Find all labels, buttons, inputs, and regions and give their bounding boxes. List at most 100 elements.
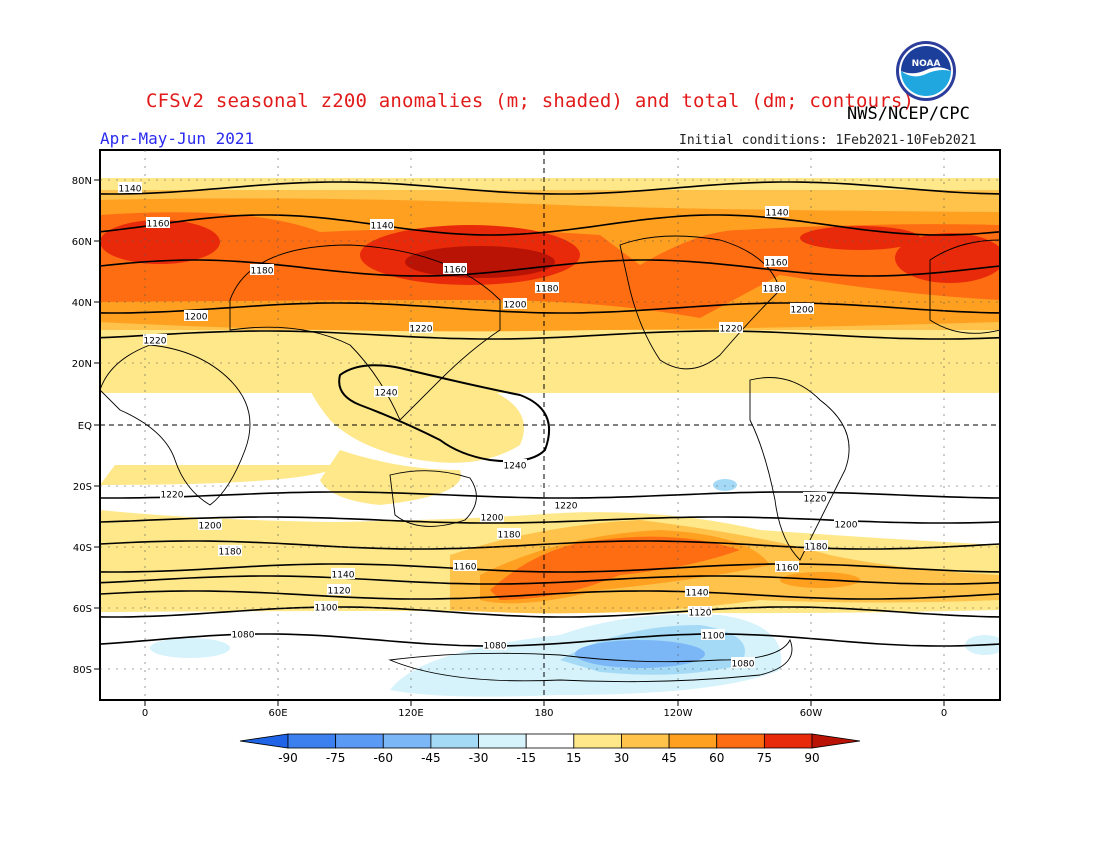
colorbar-segment bbox=[716, 733, 765, 749]
colorbar-label: -75 bbox=[326, 751, 346, 765]
svg-text:1200: 1200 bbox=[791, 306, 814, 316]
colorbar-segment bbox=[430, 733, 479, 749]
contour-label: 1240 bbox=[503, 459, 527, 472]
colorbar-segment bbox=[763, 733, 813, 749]
contour-label: 1200 bbox=[480, 511, 504, 524]
svg-text:1220: 1220 bbox=[720, 325, 743, 335]
lat-tick-label: 80S bbox=[73, 665, 92, 676]
colorbar-label: -90 bbox=[278, 751, 298, 765]
lon-tick-label: 180 bbox=[534, 708, 553, 719]
contour-label: 1220 bbox=[719, 322, 743, 335]
svg-text:1140: 1140 bbox=[371, 222, 394, 232]
svg-text:1200: 1200 bbox=[199, 522, 222, 532]
contour-label: 1200 bbox=[503, 298, 527, 311]
svg-text:1080: 1080 bbox=[732, 660, 755, 670]
svg-text:1200: 1200 bbox=[504, 301, 527, 311]
colorbar-segment bbox=[668, 733, 718, 749]
contour-label: 1200 bbox=[834, 518, 858, 531]
svg-text:1220: 1220 bbox=[144, 337, 167, 347]
contour-1220 bbox=[100, 491, 1000, 499]
svg-text:1180: 1180 bbox=[498, 531, 521, 541]
svg-text:1220: 1220 bbox=[555, 502, 578, 512]
svg-text:1100: 1100 bbox=[702, 632, 725, 642]
contour-1180 bbox=[100, 259, 1000, 277]
lon-tick-label: 120W bbox=[664, 708, 693, 719]
colorbar-label: 45 bbox=[661, 751, 676, 765]
svg-text:1120: 1120 bbox=[689, 609, 712, 619]
colorbar-segment bbox=[382, 733, 432, 749]
colorbar: -90 -75 -60 -45 -30 -15 15 30 45 60 75 90 bbox=[239, 733, 861, 765]
colorbar-label: 15 bbox=[566, 751, 581, 765]
lat-tick-label: 40S bbox=[73, 543, 92, 554]
contour-label: 1160 bbox=[775, 561, 799, 574]
svg-text:1100: 1100 bbox=[315, 604, 338, 614]
contour-1120 bbox=[100, 590, 1000, 600]
svg-text:1220: 1220 bbox=[804, 495, 827, 505]
noaa-logo: NOAA bbox=[896, 41, 956, 101]
colorbar-segment bbox=[239, 733, 289, 749]
lon-tick-label: 60E bbox=[268, 708, 287, 719]
svg-text:1160: 1160 bbox=[776, 564, 799, 574]
contour-label: 1180 bbox=[218, 545, 242, 558]
contour-1140 bbox=[100, 181, 1000, 195]
contour-label: 1220 bbox=[409, 322, 433, 335]
svg-text:1200: 1200 bbox=[481, 514, 504, 524]
svg-text:1180: 1180 bbox=[805, 543, 828, 553]
season-label: Apr-May-Jun 2021 bbox=[100, 129, 255, 148]
svg-text:1240: 1240 bbox=[504, 462, 527, 472]
svg-text:1220: 1220 bbox=[410, 325, 433, 335]
contour-label: 1140 bbox=[370, 219, 394, 232]
contour-label: 1080 bbox=[483, 639, 507, 652]
contour-label: 1140 bbox=[765, 206, 789, 219]
contour-label: 1180 bbox=[762, 282, 786, 295]
colorbar-segment bbox=[573, 733, 622, 749]
colorbar-label: -30 bbox=[469, 751, 489, 765]
lon-tick-label: 120E bbox=[398, 708, 423, 719]
contour-label: 1200 bbox=[790, 303, 814, 316]
colorbar-segment bbox=[478, 733, 527, 749]
svg-text:1160: 1160 bbox=[454, 563, 477, 573]
colorbar-segment bbox=[335, 733, 384, 749]
colorbar-segment bbox=[621, 733, 670, 749]
contour-label: 1140 bbox=[118, 182, 142, 195]
colorbar-label: -45 bbox=[421, 751, 441, 765]
contour-label: 1180 bbox=[804, 540, 828, 553]
svg-text:1180: 1180 bbox=[251, 267, 274, 277]
contour-1240 bbox=[338, 364, 550, 463]
contour-label: 1200 bbox=[198, 519, 222, 532]
contour-1220 bbox=[100, 330, 1000, 340]
latitude-axis: 80N 60N 40N 20N EQ 20S 40S 60S 80S bbox=[72, 176, 1000, 676]
svg-text:1140: 1140 bbox=[766, 209, 789, 219]
contour-label: 1220 bbox=[143, 334, 167, 347]
svg-text:1160: 1160 bbox=[444, 266, 467, 276]
lat-tick-label: 40N bbox=[72, 298, 92, 309]
svg-text:1140: 1140 bbox=[332, 571, 355, 581]
contour-1180 bbox=[100, 540, 1000, 550]
contour-label: 1100 bbox=[314, 601, 338, 614]
contour-label: 1080 bbox=[731, 657, 755, 670]
contour-label: 1180 bbox=[497, 528, 521, 541]
contour-label: 1220 bbox=[803, 492, 827, 505]
svg-text:1160: 1160 bbox=[765, 259, 788, 269]
contour-label: 1220 bbox=[160, 488, 184, 501]
colorbar-segment bbox=[525, 733, 575, 749]
svg-text:1200: 1200 bbox=[835, 521, 858, 531]
lat-tick-label: EQ bbox=[78, 421, 92, 432]
contour-1160 bbox=[100, 563, 1000, 573]
colorbar-label: 30 bbox=[614, 751, 629, 765]
lon-tick-label: 60W bbox=[800, 708, 823, 719]
contour-label: 1140 bbox=[331, 568, 355, 581]
colorbar-label: -15 bbox=[516, 751, 536, 765]
contour-label: 1240 bbox=[374, 386, 398, 399]
svg-text:1180: 1180 bbox=[536, 285, 559, 295]
organization-label: NWS/NCEP/CPC bbox=[847, 104, 970, 124]
contour-1140 bbox=[100, 575, 1000, 585]
svg-text:1180: 1180 bbox=[763, 285, 786, 295]
contour-1100 bbox=[100, 606, 1000, 618]
lat-tick-label: 80N bbox=[72, 176, 92, 187]
lat-tick-label: 20N bbox=[72, 359, 92, 370]
contour-label: 1160 bbox=[453, 560, 477, 573]
lon-tick-label: 0 bbox=[142, 708, 148, 719]
svg-text:1240: 1240 bbox=[375, 389, 398, 399]
colorbar-segment bbox=[811, 733, 861, 749]
